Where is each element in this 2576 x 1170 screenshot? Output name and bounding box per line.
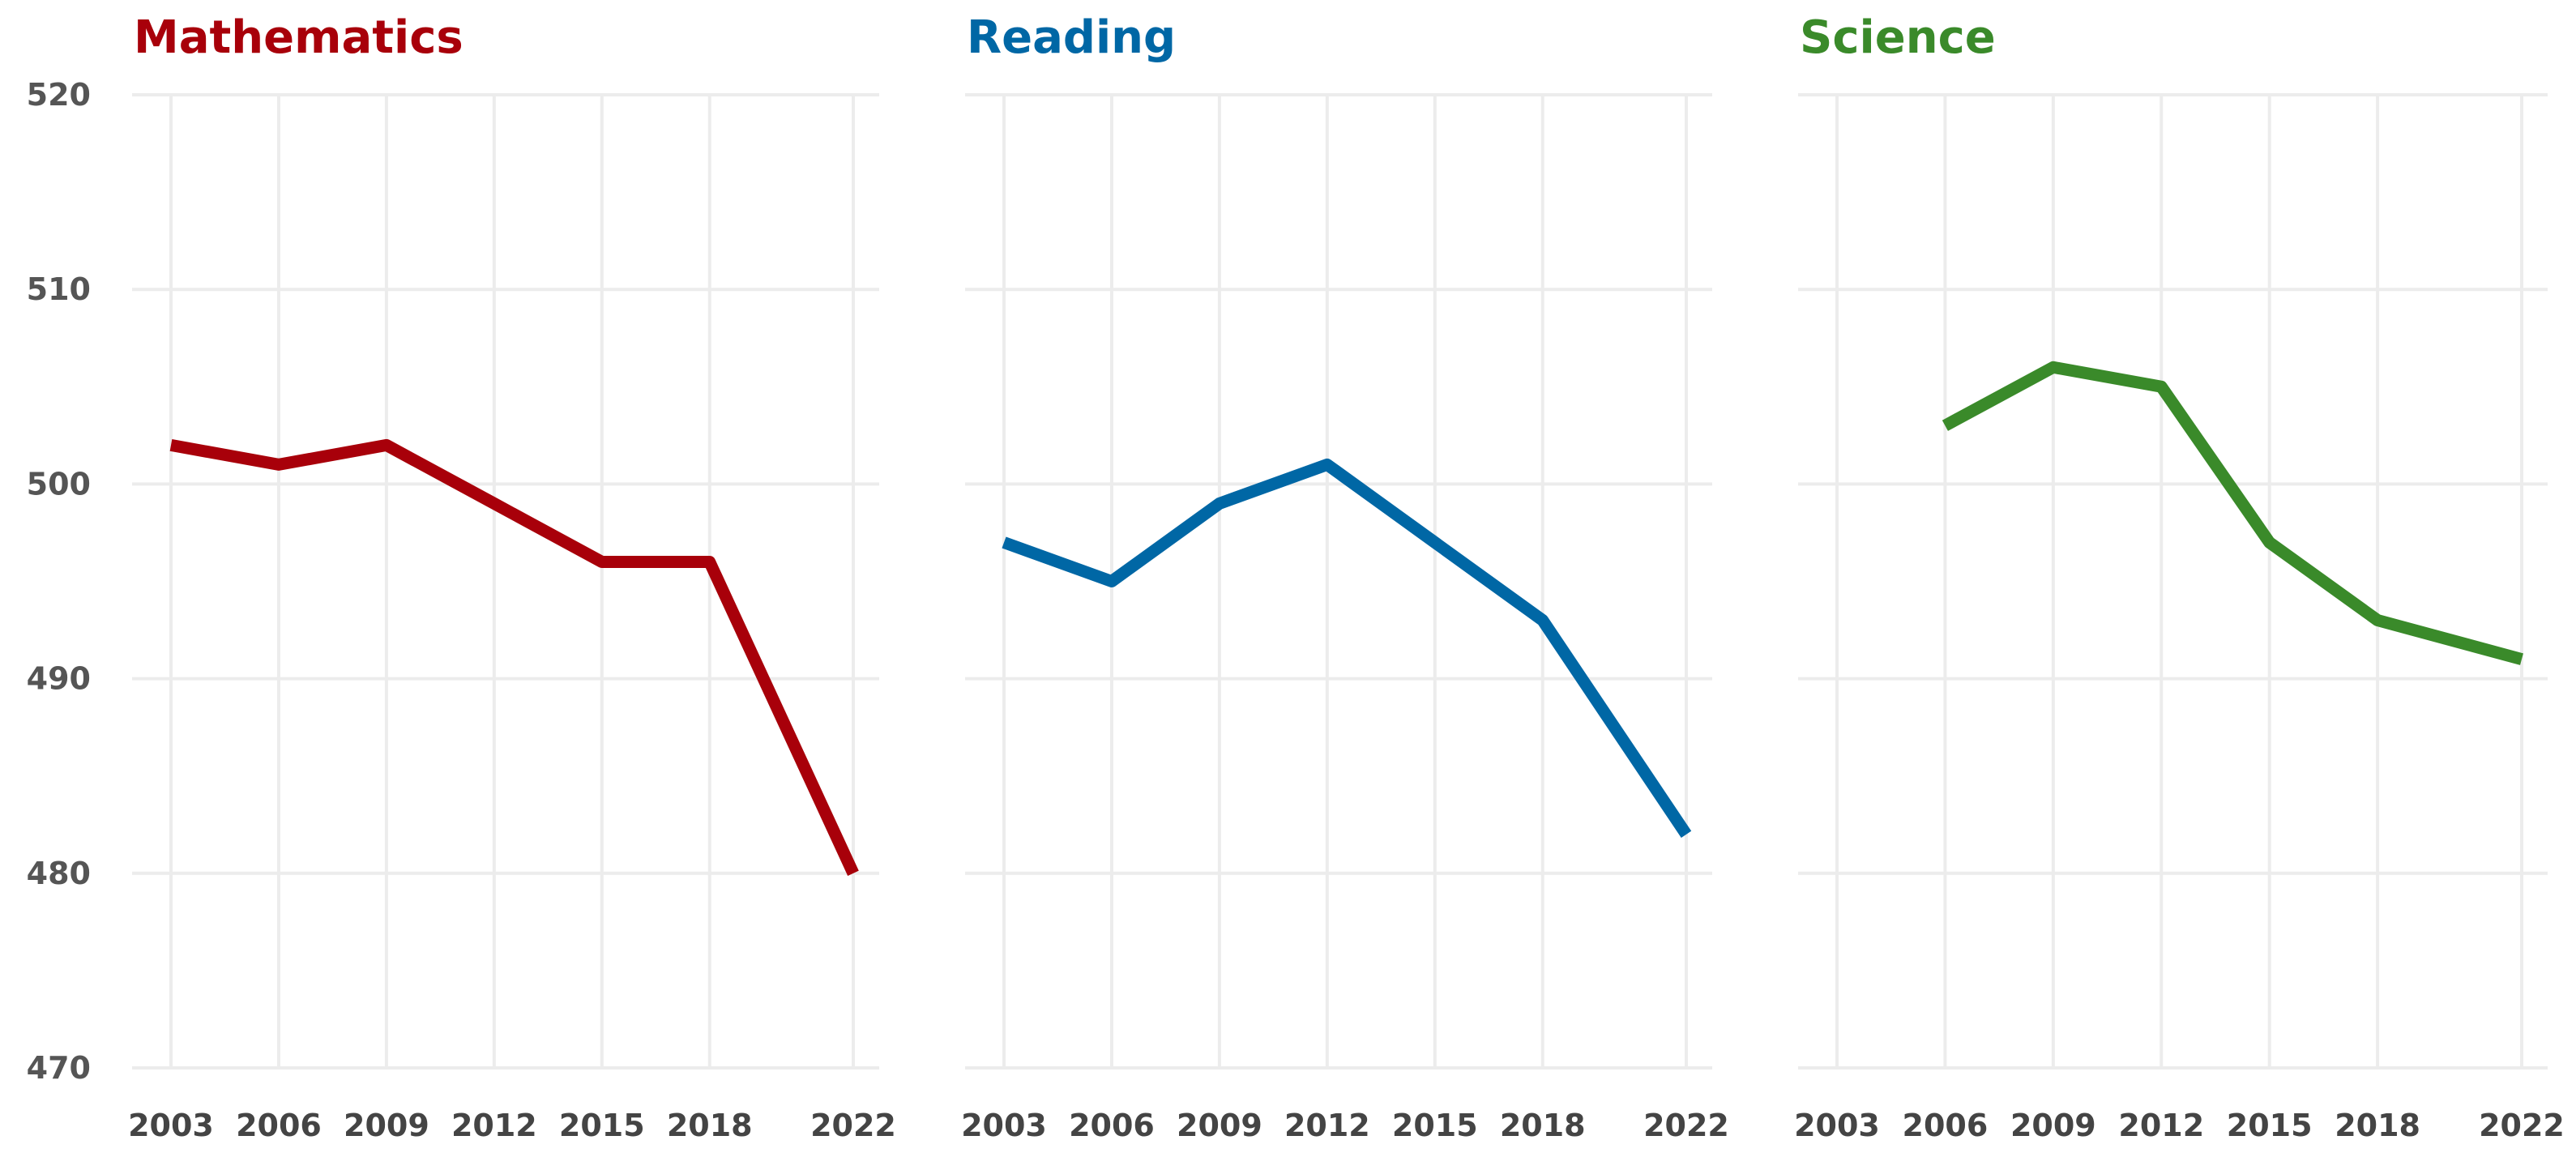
x-tick-label: 2012 [1284,1108,1370,1143]
x-tick-label: 2018 [1500,1108,1586,1143]
panel-mathematics: Mathematics 2003 2006 2009 2012 2015 2018 2022 [128,11,896,1143]
x-tick-label: 2003 [128,1108,214,1143]
x-tick-label: 2018 [667,1108,753,1143]
x-tick-label: 2009 [344,1108,429,1143]
shared-y-axis: 470 480 490 500 510 520 [27,77,91,1086]
x-tick-label: 2018 [2335,1108,2420,1143]
series-line [1942,361,2523,665]
y-tick-label: 470 [27,1050,91,1086]
x-tick-label: 2006 [1069,1108,1155,1143]
x-tick-label: 2015 [1392,1108,1478,1143]
series-line [169,438,859,876]
x-tick-label: 2009 [2010,1108,2096,1143]
x-tick-label: 2003 [1794,1108,1880,1143]
x-tick-label: 2009 [1177,1108,1262,1143]
panel-title: Science [1800,11,1996,64]
y-tick-label: 500 [27,466,91,502]
x-tick-label: 2015 [559,1108,645,1143]
x-tick-label: 2012 [451,1108,537,1143]
panel-science: Science 2003 2006 2009 2012 2015 2018 2022 [1794,11,2565,1143]
x-tick-label: 2022 [810,1108,896,1143]
y-tick-label: 510 [27,271,91,307]
y-tick-label: 490 [27,661,91,697]
x-tick-label: 2003 [961,1108,1047,1143]
y-tick-label: 480 [27,856,91,891]
x-tick-label: 2022 [1643,1108,1729,1143]
panel-title: Reading [967,11,1176,64]
panel-title: Mathematics [134,11,464,64]
y-tick-label: 520 [27,77,91,113]
x-tick-label: 2022 [2479,1108,2565,1143]
x-tick-label: 2006 [1903,1108,1989,1143]
x-tick-label: 2006 [236,1108,322,1143]
series-line [1002,458,1692,838]
panel-reading: Reading 2003 2006 2009 2012 2015 2018 2022 [961,11,1729,1143]
x-tick-label: 2015 [2227,1108,2313,1143]
x-tick-label: 2012 [2118,1108,2204,1143]
